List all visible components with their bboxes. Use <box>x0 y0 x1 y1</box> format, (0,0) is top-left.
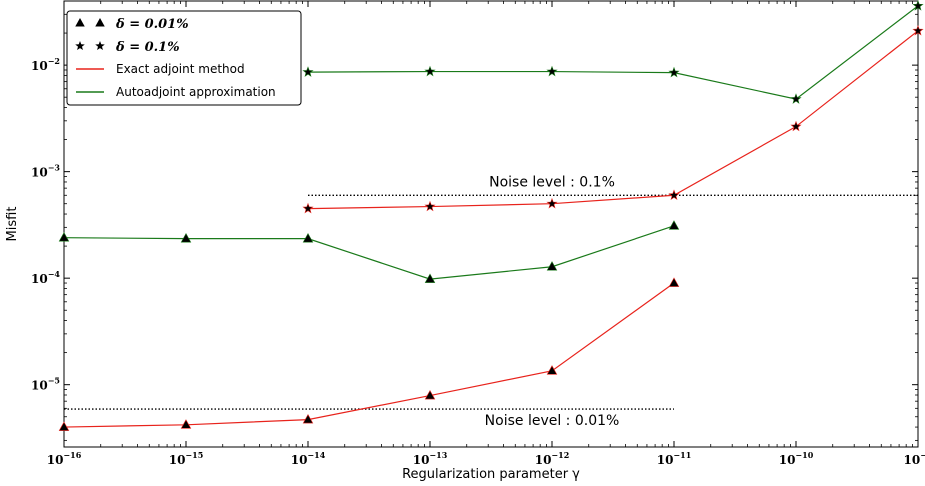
star-marker <box>790 93 802 104</box>
triangle-marker <box>58 421 70 431</box>
star-marker <box>302 66 314 77</box>
triangle-marker <box>424 389 436 400</box>
star-marker <box>668 189 680 201</box>
triangle-marker <box>546 261 558 271</box>
plot-frame <box>63 0 919 448</box>
y-tick-label: 10−5 <box>31 376 60 393</box>
x-tick-labels: 10−16 10−15 10−14 10−13 10−12 10−11 10−10 10−9 <box>47 450 925 467</box>
legend-label: δ = 0.1% <box>115 40 180 55</box>
star-marker <box>424 200 436 212</box>
legend-label: Exact adjoint method <box>116 62 245 76</box>
star-marker <box>546 197 558 209</box>
star-marker <box>302 202 314 214</box>
star-marker <box>790 120 802 132</box>
triangle-marker <box>668 277 680 287</box>
legend-triangle-marker <box>75 18 85 27</box>
minor-ticks <box>64 0 918 447</box>
series-line-exact-0.1% <box>307 30 919 210</box>
triangle-marker <box>180 419 192 429</box>
y-axis-label: Misfit <box>5 207 20 242</box>
x-tick-label: 10−9 <box>904 450 925 467</box>
legend-label: Autoadjoint approximation <box>116 85 276 99</box>
x-tick-label: 10−14 <box>291 450 326 467</box>
y-tick-label: 10−4 <box>31 269 60 286</box>
y-tick-label: 10−3 <box>31 163 60 180</box>
triangle-marker <box>668 220 680 230</box>
series-line-exact-0.01% <box>63 282 675 428</box>
x-tick-label: 10−15 <box>169 450 204 467</box>
noise-level-label: Noise level : 0.01% <box>485 413 620 429</box>
noise-level-lines <box>64 194 918 410</box>
series-line-auto-0.1% <box>307 5 919 100</box>
star-marker <box>912 0 924 11</box>
x-tick-label: 10−12 <box>535 450 570 467</box>
noise-level-label: Noise level : 0.1% <box>489 174 615 190</box>
legend: δ = 0.01% δ = 0.1% Exact adjoint method Aut… <box>66 10 302 106</box>
series-markers <box>58 0 924 431</box>
x-tick-label: 10−16 <box>47 450 82 467</box>
triangle-marker <box>58 232 70 242</box>
star-marker <box>668 66 680 78</box>
legend-star-marker <box>95 41 105 51</box>
legend-triangle-marker <box>95 18 105 27</box>
legend-star-marker <box>75 41 85 51</box>
x-axis-label: Regularization parameter γ <box>402 467 580 482</box>
star-marker <box>424 65 436 77</box>
y-tick-label: 10−2 <box>31 56 60 73</box>
triangle-marker <box>180 233 192 243</box>
series-line-auto-0.01% <box>63 225 675 280</box>
triangle-marker <box>546 365 558 375</box>
series-lines <box>63 5 919 428</box>
major-ticks <box>63 1 919 447</box>
star-marker <box>912 24 924 36</box>
y-tick-labels: 10−5 10−4 10−3 10−2 <box>31 56 60 393</box>
star-marker <box>546 65 558 77</box>
x-tick-label: 10−10 <box>779 450 814 467</box>
legend-box <box>66 10 302 106</box>
x-tick-label: 10−13 <box>413 450 448 467</box>
triangle-marker <box>302 413 314 424</box>
triangle-marker <box>424 273 436 283</box>
legend-label: δ = 0.01% <box>115 17 189 32</box>
x-tick-label: 10−11 <box>657 450 692 467</box>
noise-level-labels: Noise level : 0.1% Noise level : 0.01% <box>485 174 620 429</box>
triangle-marker <box>302 233 314 243</box>
